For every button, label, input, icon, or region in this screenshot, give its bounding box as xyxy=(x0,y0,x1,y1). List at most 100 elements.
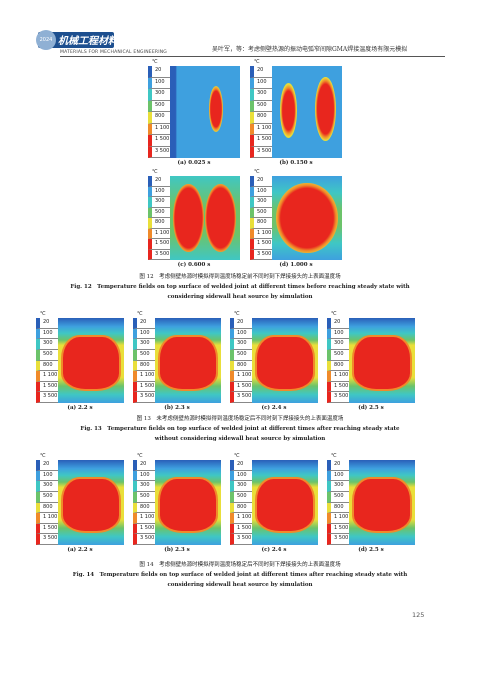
colorbar-tick: 800 xyxy=(230,360,252,372)
colorbar-tick: 1 100 xyxy=(250,228,272,239)
colorbar: 20 100 300 500 800 1 100 1 500 3 500 xyxy=(327,318,349,403)
colorbar-tick: 500 xyxy=(36,349,58,361)
colorbar-tick: 800 xyxy=(133,502,155,514)
colorbar-tick: 1 500 xyxy=(148,239,170,250)
colorbar: 20 100 300 500 800 1 100 1 500 3 500 xyxy=(250,66,272,158)
colorbar-tick: 1 500 xyxy=(133,381,155,393)
journal-logo-bar xyxy=(38,32,114,48)
temperature-field xyxy=(252,318,318,403)
colorbar-tick: 3 500 xyxy=(230,534,252,545)
colorbar: 20 100 300 500 800 1 100 1 500 3 500 xyxy=(230,460,252,545)
colorbar-tick: 300 xyxy=(230,339,252,350)
colorbar-tick: 800 xyxy=(36,502,58,514)
colorbar-tick: 1 100 xyxy=(36,371,58,382)
colorbar-tick: 500 xyxy=(148,207,170,218)
journal-title-en: MATERIALS FOR MECHANICAL ENGINEERING xyxy=(60,50,167,55)
colorbar-tick: 1 100 xyxy=(148,123,170,135)
colorbar-tick: 100 xyxy=(133,328,155,340)
colorbar-tick: 3 500 xyxy=(250,146,272,158)
panel-label: (c) 2.4 s xyxy=(261,547,287,553)
molten-pool xyxy=(160,478,216,532)
colorbar-tick: 500 xyxy=(250,100,272,112)
colorbar-tick: 800 xyxy=(148,112,170,124)
colorbar-tick: 1 500 xyxy=(327,381,349,393)
colorbar-tick: 300 xyxy=(148,89,170,101)
fig12-caption-cn: 图 12 考虑侧壁热源时模拟得到温度场稳定前不同时刻下焊接接头的上表面温度场 xyxy=(139,274,341,280)
molten-pool xyxy=(354,478,410,532)
colorbar: 20 100 300 500 800 1 100 1 500 3 500 xyxy=(250,176,272,260)
colorbar-tick: 100 xyxy=(36,328,58,340)
colorbar-tick: 3 500 xyxy=(36,534,58,545)
fig13-caption-cn: 图 13 未考虑侧壁热源时模拟得到温度场稳定后不同时刻下焊接接头的上表面温度场 xyxy=(136,416,344,422)
fig13-panel-3: ℃ 20 100 300 500 800 1 100 1 500 3 500 (d) 2.5 s xyxy=(327,311,415,411)
colorbar-tick: 300 xyxy=(327,339,349,350)
fig14-caption-cn: 图 14 考虑侧壁热源时模拟得到温度场稳定后不同时刻下焊接接头的上表面温度场 xyxy=(139,562,341,568)
panel-label: (b) 2.3 s xyxy=(164,405,190,411)
colorbar-tick: 100 xyxy=(230,328,252,340)
colorbar: 20 100 300 500 800 1 100 1 500 3 500 xyxy=(327,460,349,545)
colorbar-tick: 20 xyxy=(133,460,155,471)
colorbar-tick: 3 500 xyxy=(327,392,349,403)
colorbar-tick: 20 xyxy=(148,176,170,187)
colorbar: 20 100 300 500 800 1 100 1 500 3 500 xyxy=(36,318,58,403)
colorbar-tick: 300 xyxy=(327,481,349,492)
colorbar-tick: 3 500 xyxy=(133,534,155,545)
colorbar-tick: 3 500 xyxy=(250,249,272,260)
colorbar-tick: 300 xyxy=(133,481,155,492)
colorbar: 20 100 300 500 800 1 100 1 500 3 500 xyxy=(230,318,252,403)
unit-label: ℃ xyxy=(254,59,260,65)
colorbar-tick: 500 xyxy=(36,491,58,503)
colorbar-tick: 20 xyxy=(230,318,252,329)
colorbar-tick: 800 xyxy=(327,502,349,514)
colorbar-tick: 3 500 xyxy=(148,146,170,158)
colorbar-tick: 300 xyxy=(36,339,58,350)
molten-pool xyxy=(354,336,410,390)
colorbar-tick: 3 500 xyxy=(148,249,170,260)
heat-zone xyxy=(280,82,298,138)
molten-pool xyxy=(63,336,119,390)
temperature-field xyxy=(155,460,221,545)
panel-label: (c) 0.600 s xyxy=(177,262,211,268)
colorbar-tick: 1 100 xyxy=(133,513,155,524)
fig12-panel-1: ℃ 20 100 300 500 800 1 100 1 500 3 500 (b) 0.150 … xyxy=(250,59,342,166)
colorbar-tick: 100 xyxy=(148,186,170,197)
panel-label: (d) 2.5 s xyxy=(358,405,384,411)
colorbar-tick: 1 100 xyxy=(36,513,58,524)
temperature-field xyxy=(170,66,240,158)
molten-pool xyxy=(160,336,216,390)
colorbar-tick: 800 xyxy=(327,360,349,372)
panel-label: (a) 0.025 s xyxy=(177,160,211,166)
colorbar-tick: 1 500 xyxy=(230,381,252,393)
temperature-field xyxy=(272,176,342,260)
heat-zone xyxy=(208,86,223,133)
heat-zone xyxy=(172,184,204,252)
panel-label: (b) 2.3 s xyxy=(164,547,190,553)
molten-pool xyxy=(257,336,313,390)
year-badge: 2024 xyxy=(36,30,56,50)
colorbar-tick: 800 xyxy=(133,360,155,372)
unit-label: ℃ xyxy=(331,311,337,317)
panel-label: (a) 2.2 s xyxy=(67,405,93,411)
colorbar: 20 100 300 500 800 1 100 1 500 3 500 xyxy=(133,318,155,403)
colorbar-tick: 1 100 xyxy=(230,371,252,382)
panel-label: (a) 2.2 s xyxy=(67,547,93,553)
colorbar-tick: 500 xyxy=(327,491,349,503)
colorbar-tick: 20 xyxy=(36,460,58,471)
colorbar-tick: 1 500 xyxy=(133,523,155,535)
colorbar-tick: 300 xyxy=(230,481,252,492)
colorbar-tick: 500 xyxy=(133,491,155,503)
colorbar-tick: 800 xyxy=(36,360,58,372)
colorbar-tick: 500 xyxy=(230,349,252,361)
colorbar-tick: 100 xyxy=(250,186,272,197)
colorbar-tick: 1 500 xyxy=(327,523,349,535)
fig14-panel-0: ℃ 20 100 300 500 800 1 100 1 500 3 500 (a) 2.2 s xyxy=(36,453,124,553)
running-title: 吴叶军，等：考虑侧壁热源的振动电弧窄间隙GMA焊接温度场有限元模拟 xyxy=(212,46,408,53)
colorbar: 20 100 300 500 800 1 100 1 500 3 500 xyxy=(133,460,155,545)
temperature-field xyxy=(349,318,415,403)
colorbar-tick: 300 xyxy=(148,197,170,208)
colorbar-tick: 100 xyxy=(148,77,170,89)
colorbar-tick: 3 500 xyxy=(133,392,155,403)
unit-label: ℃ xyxy=(254,169,260,175)
temperature-field xyxy=(272,66,342,158)
unit-label: ℃ xyxy=(234,453,240,459)
